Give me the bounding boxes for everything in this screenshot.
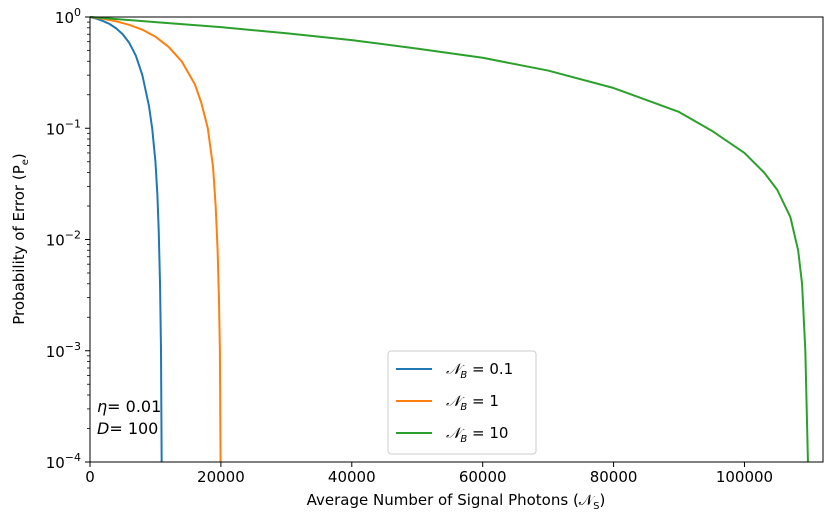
legend-box xyxy=(387,350,537,455)
x-tick-label: 80000 xyxy=(590,468,638,486)
y-tick-label: 10−2 xyxy=(46,229,81,250)
y-axis-ticks: 100 10−1 10−2 10−3 10−4 xyxy=(46,6,90,472)
annotation-d: D= 100 xyxy=(97,419,158,438)
annotation-eta: η= 0.01 xyxy=(97,397,161,416)
series-line-2 xyxy=(89,16,222,463)
legend-label-series-2: 𝒩B = 1 xyxy=(446,392,499,413)
legend-entry-series-3: 𝒩B = 10 xyxy=(396,424,508,445)
x-tick-label: 60000 xyxy=(459,468,507,486)
y-tick-label: 10−4 xyxy=(46,451,81,472)
x-axis-label: Average Number of Signal Photons (𝒩S) xyxy=(307,491,606,512)
legend-label-series-1: 𝒩B = 0.1 xyxy=(446,360,513,381)
series-line-3 xyxy=(89,16,809,463)
y-tick-label: 100 xyxy=(55,6,81,27)
legend-entry-series-2: 𝒩B = 1 xyxy=(396,392,499,413)
x-tick-label: 100000 xyxy=(716,468,773,486)
x-axis-ticks: 0 20000 40000 60000 80000 100000 xyxy=(85,462,773,486)
y-tick-label: 10−3 xyxy=(46,340,81,361)
legend-label-series-3: 𝒩B = 10 xyxy=(446,424,508,445)
series-line-1 xyxy=(89,16,163,463)
plot-lines xyxy=(89,16,809,463)
y-tick-label: 10−1 xyxy=(46,117,81,138)
annotation-block: η= 0.01 D= 100 xyxy=(97,397,161,438)
legend-entry-series-1: 𝒩B = 0.1 xyxy=(396,360,513,381)
x-tick-label: 40000 xyxy=(328,468,376,486)
x-tick-label: 0 xyxy=(85,468,95,486)
x-tick-label: 20000 xyxy=(197,468,245,486)
y-axis-label: Probability of Error (Pe) xyxy=(10,153,31,325)
legend: 𝒩B = 0.1 𝒩B = 1 𝒩B = 10 xyxy=(387,350,537,455)
